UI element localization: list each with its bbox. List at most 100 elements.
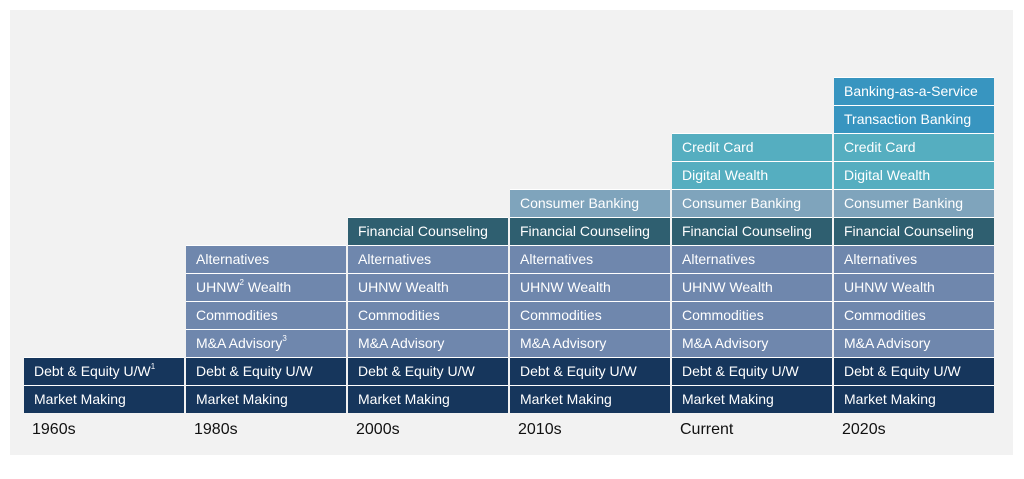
- block-ma-advisory: M&A Advisory: [510, 329, 670, 357]
- block-label: Debt & Equity U/W: [520, 363, 637, 379]
- block-transaction-banking: Transaction Banking: [834, 105, 994, 133]
- block-consumer-banking: Consumer Banking: [834, 189, 994, 217]
- block-uhnw-wealth: UHNW Wealth: [348, 273, 508, 301]
- block-label: UHNW Wealth: [844, 279, 935, 295]
- block-uhnw-wealth: UHNW2 Wealth: [186, 273, 346, 301]
- block-label: Digital Wealth: [844, 167, 931, 183]
- block-banking-as-a-service: Banking-as-a-Service: [834, 77, 994, 105]
- block-label: Commodities: [196, 307, 278, 323]
- block-debt-equity: Debt & Equity U/W: [834, 357, 994, 385]
- block-label: Alternatives: [358, 251, 432, 267]
- block-label: Financial Counseling: [682, 223, 812, 239]
- block-label: Financial Counseling: [844, 223, 974, 239]
- block-label: Market Making: [520, 391, 612, 407]
- block-label: M&A Advisory: [358, 335, 445, 351]
- block-label: Credit Card: [844, 139, 916, 155]
- block-label: Financial Counseling: [520, 223, 650, 239]
- block-label: UHNW: [196, 279, 240, 295]
- block-debt-equity: Debt & Equity U/W1: [24, 357, 184, 385]
- era-label: 1960s: [32, 421, 76, 438]
- block-uhnw-wealth: UHNW Wealth: [834, 273, 994, 301]
- block-label: M&A Advisory: [520, 335, 607, 351]
- footnote-marker: 1: [150, 362, 156, 372]
- block-ma-advisory: M&A Advisory3: [186, 329, 346, 357]
- block-label: UHNW Wealth: [520, 279, 611, 295]
- block-debt-equity: Debt & Equity U/W: [186, 357, 346, 385]
- footnote-marker: 3: [282, 334, 287, 344]
- block-alternatives: Alternatives: [834, 245, 994, 273]
- block-label: Consumer Banking: [844, 195, 964, 211]
- block-commodities: Commodities: [510, 301, 670, 329]
- block-label: Commodities: [358, 307, 440, 323]
- block-label: Market Making: [196, 391, 288, 407]
- era-label: Current: [680, 421, 734, 438]
- block-uhnw-wealth: UHNW Wealth: [672, 273, 832, 301]
- block-market-making: Market Making: [348, 385, 508, 413]
- era-label: 2010s: [518, 421, 562, 438]
- block-label: Debt & Equity U/W: [196, 363, 313, 379]
- block-consumer-banking: Consumer Banking: [510, 189, 670, 217]
- block-debt-equity: Debt & Equity U/W: [510, 357, 670, 385]
- block-debt-equity: Debt & Equity U/W: [672, 357, 832, 385]
- block-label: M&A Advisory: [196, 335, 283, 351]
- era-label: 2000s: [356, 421, 400, 438]
- block-ma-advisory: M&A Advisory: [348, 329, 508, 357]
- block-label: Commodities: [682, 307, 764, 323]
- block-alternatives: Alternatives: [672, 245, 832, 273]
- block-label: Alternatives: [196, 251, 270, 267]
- block-label: Commodities: [844, 307, 926, 323]
- era-label: 1980s: [194, 421, 238, 438]
- block-label: Alternatives: [682, 251, 756, 267]
- block-ma-advisory: M&A Advisory: [834, 329, 994, 357]
- block-label: M&A Advisory: [682, 335, 769, 351]
- block-consumer-banking: Consumer Banking: [672, 189, 832, 217]
- era-label: 2020s: [842, 421, 886, 438]
- block-label: Alternatives: [520, 251, 594, 267]
- block-market-making: Market Making: [186, 385, 346, 413]
- block-label: Digital Wealth: [682, 167, 769, 183]
- block-label: UHNW Wealth: [358, 279, 449, 295]
- block-market-making: Market Making: [510, 385, 670, 413]
- block-financial-counseling: Financial Counseling: [510, 217, 670, 245]
- block-credit-card: Credit Card: [672, 133, 832, 161]
- block-alternatives: Alternatives: [348, 245, 508, 273]
- block-commodities: Commodities: [834, 301, 994, 329]
- block-label: Transaction Banking: [844, 111, 972, 127]
- block-label: Market Making: [844, 391, 936, 407]
- block-label: Debt & Equity U/W: [682, 363, 799, 379]
- block-debt-equity: Debt & Equity U/W: [348, 357, 508, 385]
- block-label: Commodities: [520, 307, 602, 323]
- block-market-making: Market Making: [672, 385, 832, 413]
- block-alternatives: Alternatives: [510, 245, 670, 273]
- block-commodities: Commodities: [348, 301, 508, 329]
- block-commodities: Commodities: [672, 301, 832, 329]
- block-credit-card: Credit Card: [834, 133, 994, 161]
- block-label: Debt & Equity U/W: [358, 363, 475, 379]
- block-market-making: Market Making: [834, 385, 994, 413]
- block-label: Credit Card: [682, 139, 754, 155]
- block-digital-wealth: Digital Wealth: [672, 161, 832, 189]
- block-ma-advisory: M&A Advisory: [672, 329, 832, 357]
- block-alternatives: Alternatives: [186, 245, 346, 273]
- block-financial-counseling: Financial Counseling: [834, 217, 994, 245]
- block-label: Alternatives: [844, 251, 918, 267]
- block-label: Banking-as-a-Service: [844, 83, 978, 99]
- block-financial-counseling: Financial Counseling: [348, 217, 508, 245]
- block-label: Debt & Equity U/W: [844, 363, 961, 379]
- footnote-marker: 2: [239, 278, 244, 288]
- block-label: Consumer Banking: [682, 195, 802, 211]
- block-market-making: Market Making: [24, 385, 184, 413]
- block-label: Market Making: [34, 391, 126, 407]
- block-label: Financial Counseling: [358, 223, 488, 239]
- block-label: Market Making: [682, 391, 774, 407]
- block-digital-wealth: Digital Wealth: [834, 161, 994, 189]
- block-financial-counseling: Financial Counseling: [672, 217, 832, 245]
- block-label: UHNW Wealth: [682, 279, 773, 295]
- block-label-suffix: Wealth: [244, 279, 292, 295]
- block-label: Market Making: [358, 391, 450, 407]
- block-label: M&A Advisory: [844, 335, 931, 351]
- block-label: Debt & Equity U/W: [34, 363, 151, 379]
- block-uhnw-wealth: UHNW Wealth: [510, 273, 670, 301]
- block-commodities: Commodities: [186, 301, 346, 329]
- block-label: Consumer Banking: [520, 195, 640, 211]
